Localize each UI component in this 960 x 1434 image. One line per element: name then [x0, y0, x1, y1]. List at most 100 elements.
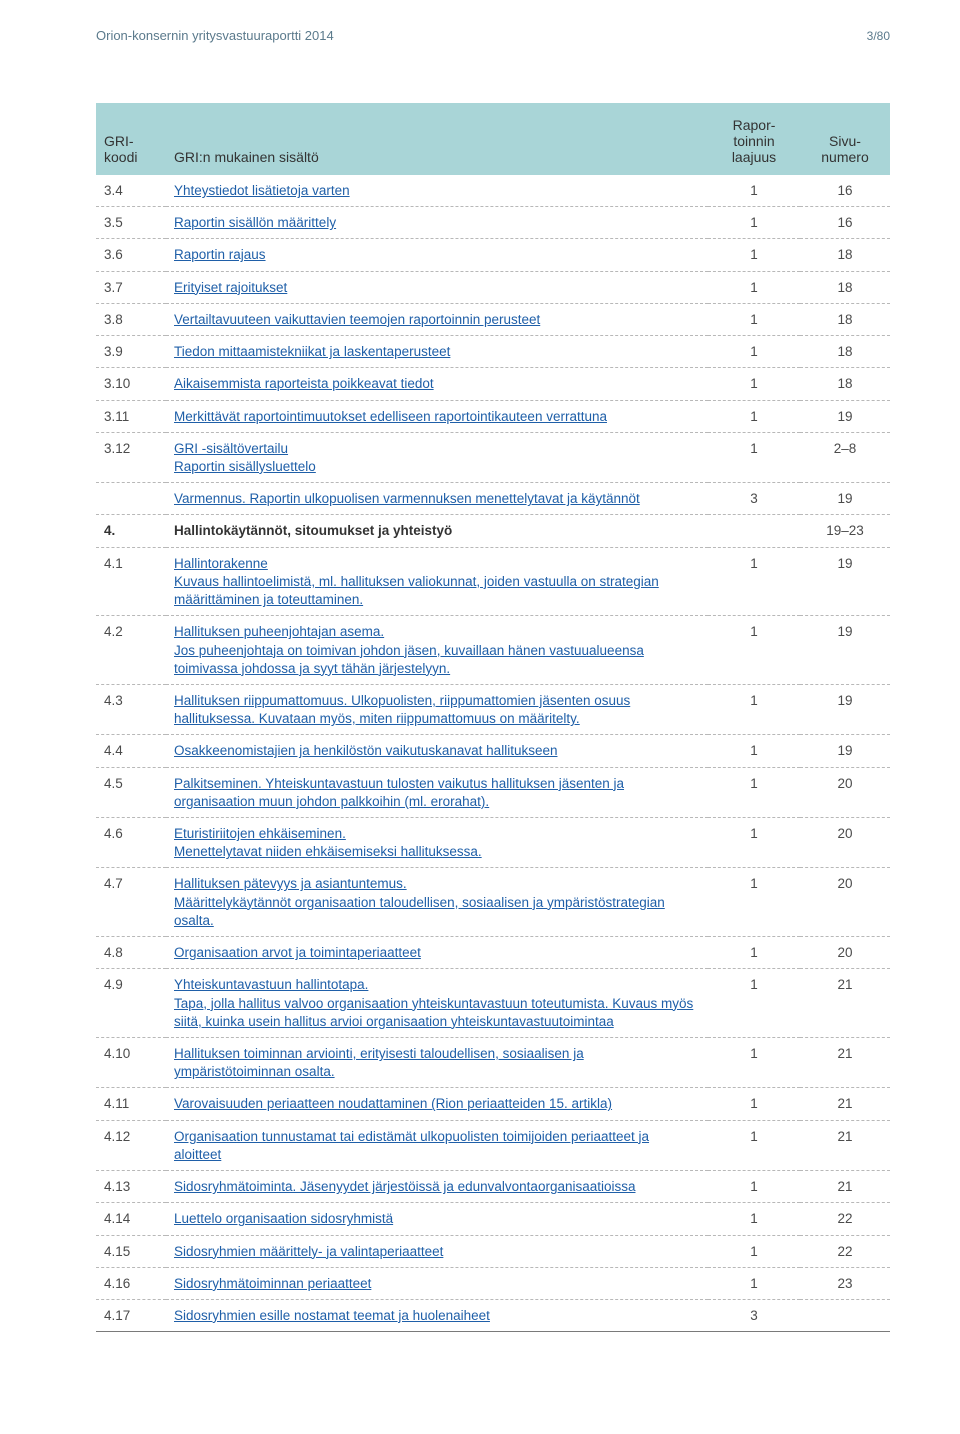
table-row: 3.8 Vertailtavuuteen vaikuttavien teemoje…	[96, 303, 890, 335]
gri-link[interactable]: Hallituksen puheenjohtajan asema.	[174, 623, 700, 641]
gri-page: 19	[800, 547, 890, 616]
table-row: 4.2Hallituksen puheenjohtajan asema.Jos …	[96, 616, 890, 685]
col-header-code: GRI-koodi	[96, 103, 166, 175]
gri-link[interactable]: Organisaation tunnustamat tai edistämät …	[174, 1128, 700, 1164]
gri-page: 21	[800, 1088, 890, 1120]
gri-description: Organisaation arvot ja toimintaperiaatte…	[166, 937, 708, 969]
gri-link[interactable]: Hallituksen riippumattomuus. Ulkopuolist…	[174, 692, 700, 728]
gri-scope: 1	[708, 175, 800, 207]
gri-page: 20	[800, 868, 890, 937]
gri-scope: 1	[708, 1203, 800, 1235]
gri-link[interactable]: Organisaation arvot ja toimintaperiaatte…	[174, 944, 700, 962]
gri-page: 2–8	[800, 432, 890, 482]
gri-link[interactable]: Yhteystiedot lisätietoja varten	[174, 182, 700, 200]
gri-scope: 1	[708, 868, 800, 937]
table-row: 4.10Hallituksen toiminnan arviointi, eri…	[96, 1038, 890, 1088]
table-row: 4.16Sidosryhmätoiminnan periaatteet123	[96, 1267, 890, 1299]
gri-link[interactable]: Määrittelykäytännöt organisaation taloud…	[174, 894, 700, 930]
gri-code: 3.8	[96, 303, 166, 335]
gri-scope: 1	[708, 303, 800, 335]
table-row: 3.9 Tiedon mittaamistekniikat ja laskenta…	[96, 336, 890, 368]
gri-scope: 1	[708, 616, 800, 685]
gri-link[interactable]: Tiedon mittaamistekniikat ja laskentaper…	[174, 343, 700, 361]
table-row: 3.4Yhteystiedot lisätietoja varten116	[96, 175, 890, 207]
table-row: 3.7Erityiset rajoitukset118	[96, 271, 890, 303]
gri-description: HallintorakenneKuvaus hallintoelimistä, …	[166, 547, 708, 616]
gri-link[interactable]: Raportin sisällön määrittely	[174, 214, 700, 232]
gri-page: 19–23	[800, 515, 890, 547]
gri-table: GRI-koodi GRI:n mukainen sisältö Rapor-t…	[96, 103, 890, 1332]
gri-code	[96, 483, 166, 515]
gri-page: 18	[800, 303, 890, 335]
gri-scope: 1	[708, 271, 800, 303]
gri-description: Sidosryhmätoiminta. Jäsenyydet järjestöi…	[166, 1171, 708, 1203]
gri-link[interactable]: Sidosryhmien esille nostamat teemat ja h…	[174, 1307, 700, 1325]
gri-description: Luettelo organisaation sidosryhmistä	[166, 1203, 708, 1235]
gri-link[interactable]: Vertailtavuuteen vaikuttavien teemojen r…	[174, 311, 700, 329]
gri-page: 20	[800, 937, 890, 969]
gri-code: 4.	[96, 515, 166, 547]
gri-description: Yhteystiedot lisätietoja varten	[166, 175, 708, 207]
gri-description: Tiedon mittaamistekniikat ja laskentaper…	[166, 336, 708, 368]
gri-link[interactable]: Osakkeenomistajien ja henkilöstön vaikut…	[174, 742, 700, 760]
gri-page: 19	[800, 483, 890, 515]
gri-link[interactable]: Sidosryhmätoiminnan periaatteet	[174, 1275, 700, 1293]
gri-page: 16	[800, 175, 890, 207]
gri-link[interactable]: Erityiset rajoitukset	[174, 279, 700, 297]
page-number: 3/80	[867, 29, 890, 43]
gri-scope: 1	[708, 735, 800, 767]
gri-link[interactable]: Merkittävät raportointimuutokset edellis…	[174, 408, 700, 426]
gri-page: 22	[800, 1203, 890, 1235]
table-row: 4.5Palkitseminen. Yhteiskuntavastuun tul…	[96, 767, 890, 817]
gri-link[interactable]: Aikaisemmista raporteista poikkeavat tie…	[174, 375, 700, 393]
gri-description: Eturistiriitojen ehkäiseminen.Menettelyt…	[166, 818, 708, 868]
gri-link[interactable]: Sidosryhmätoiminta. Jäsenyydet järjestöi…	[174, 1178, 700, 1196]
gri-scope: 1	[708, 239, 800, 271]
gri-page	[800, 1299, 890, 1331]
gri-scope: 1	[708, 1088, 800, 1120]
gri-description: Raportin rajaus	[166, 239, 708, 271]
table-row: 4.6Eturistiriitojen ehkäiseminen.Menette…	[96, 818, 890, 868]
gri-link[interactable]: Raportin sisällysluettelo	[174, 458, 700, 476]
gri-link[interactable]: Hallintorakenne	[174, 555, 700, 573]
gri-link[interactable]: Raportin rajaus	[174, 246, 700, 264]
gri-link[interactable]: Palkitseminen. Yhteiskuntavastuun tulost…	[174, 775, 700, 811]
gri-code: 4.11	[96, 1088, 166, 1120]
gri-scope: 1	[708, 1038, 800, 1088]
gri-description: Sidosryhmien esille nostamat teemat ja h…	[166, 1299, 708, 1331]
gri-scope: 1	[708, 432, 800, 482]
gri-link[interactable]: Luettelo organisaation sidosryhmistä	[174, 1210, 700, 1228]
gri-code: 4.4	[96, 735, 166, 767]
table-row: 3.10 Aikaisemmista raporteista poikkeavat…	[96, 368, 890, 400]
gri-link[interactable]: Kuvaus hallintoelimistä, ml. hallituksen…	[174, 573, 700, 609]
gri-description: Erityiset rajoitukset	[166, 271, 708, 303]
gri-scope: 1	[708, 400, 800, 432]
gri-link[interactable]: Hallituksen toiminnan arviointi, erityis…	[174, 1045, 700, 1081]
gri-link[interactable]: Yhteiskuntavastuun hallintotapa.	[174, 976, 700, 994]
gri-code: 3.9	[96, 336, 166, 368]
table-row: 4.17Sidosryhmien esille nostamat teemat …	[96, 1299, 890, 1331]
gri-link[interactable]: Hallituksen pätevyys ja asiantuntemus.	[174, 875, 700, 893]
gri-scope: 1	[708, 336, 800, 368]
gri-scope: 3	[708, 1299, 800, 1331]
table-row: 4.13Sidosryhmätoiminta. Jäsenyydet järje…	[96, 1171, 890, 1203]
gri-link[interactable]: Eturistiriitojen ehkäiseminen.	[174, 825, 700, 843]
gri-link[interactable]: Jos puheenjohtaja on toimivan johdon jäs…	[174, 642, 700, 678]
gri-description: Organisaation tunnustamat tai edistämät …	[166, 1120, 708, 1170]
gri-code: 3.7	[96, 271, 166, 303]
gri-link[interactable]: Sidosryhmien määrittely- ja valintaperia…	[174, 1243, 700, 1261]
gri-link[interactable]: Varovaisuuden periaatteen noudattaminen …	[174, 1095, 700, 1113]
table-row: 4.15Sidosryhmien määrittely- ja valintap…	[96, 1235, 890, 1267]
gri-code: 3.5	[96, 207, 166, 239]
gri-link[interactable]: Menettelytavat niiden ehkäisemiseksi hal…	[174, 843, 700, 861]
table-row: 4.8Organisaation arvot ja toimintaperiaa…	[96, 937, 890, 969]
gri-link[interactable]: Tapa, jolla hallitus valvoo organisaatio…	[174, 995, 700, 1031]
gri-scope: 1	[708, 207, 800, 239]
gri-link[interactable]: Varmennus. Raportin ulkopuolisen varmenn…	[174, 490, 700, 508]
gri-page: 19	[800, 400, 890, 432]
gri-code: 3.10	[96, 368, 166, 400]
gri-scope: 1	[708, 767, 800, 817]
gri-scope: 1	[708, 684, 800, 734]
gri-link[interactable]: GRI -sisältövertailu	[174, 440, 700, 458]
table-row: 4.14Luettelo organisaation sidosryhmistä…	[96, 1203, 890, 1235]
